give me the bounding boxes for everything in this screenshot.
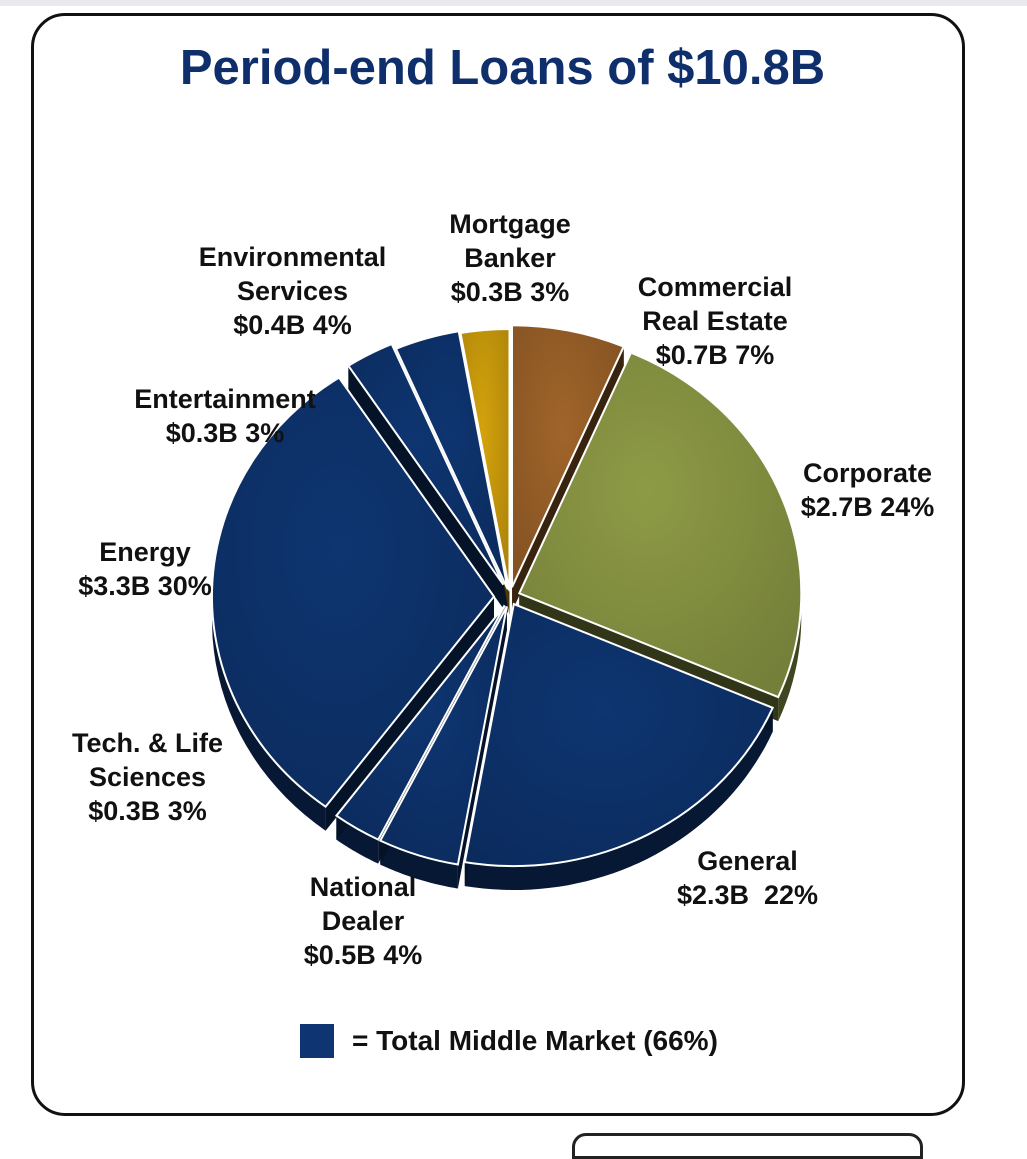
slice-tech-life-sciences bbox=[334, 604, 506, 841]
top-rule bbox=[0, 0, 1027, 6]
label-commercial-real-estate-line-1: Real Estate bbox=[642, 306, 788, 336]
label-commercial-real-estate-line-2: $0.7B 7% bbox=[655, 340, 775, 370]
slice-wall-end-commercial-real-estate bbox=[512, 346, 624, 612]
label-commercial-real-estate-line-0: Commercial bbox=[637, 272, 793, 302]
slice-corporate bbox=[517, 351, 803, 699]
legend-swatch bbox=[300, 1024, 334, 1058]
label-mortgage-banker-line-2: $0.3B 3% bbox=[450, 277, 570, 307]
label-tech-life-sciences: Tech. & Life Sciences $0.3B 3% bbox=[40, 726, 255, 828]
slice-wall-start-energy bbox=[325, 596, 495, 831]
slice-national-dealer bbox=[378, 606, 508, 866]
label-mortgage-banker-line-1: Banker bbox=[464, 243, 556, 273]
label-entertainment-line-1: $0.3B 3% bbox=[165, 418, 285, 448]
label-general: General $2.3B 22% bbox=[660, 844, 835, 912]
bottom-tab bbox=[572, 1133, 923, 1159]
slice-energy bbox=[210, 376, 496, 809]
label-energy-line-1: $3.3B 30% bbox=[78, 571, 212, 601]
label-tech-life-sciences-line-2: $0.3B 3% bbox=[88, 796, 207, 826]
legend-text: = Total Middle Market (66%) bbox=[352, 1025, 718, 1056]
label-entertainment: Entertainment $0.3B 3% bbox=[110, 382, 340, 450]
slice-entertainment bbox=[346, 342, 505, 586]
slice-side-national-dealer bbox=[380, 840, 458, 889]
slice-wall-start-national-dealer bbox=[457, 606, 507, 889]
label-general-line-1: $2.3B 22% bbox=[676, 880, 819, 910]
label-environmental-services-line-1: Services bbox=[236, 276, 349, 306]
slice-mortgage-banker bbox=[459, 327, 511, 592]
slice-commercial-real-estate bbox=[510, 324, 626, 588]
label-national-dealer-line-0: National bbox=[309, 872, 417, 902]
label-national-dealer-line-1: Dealer bbox=[321, 906, 405, 936]
slice-side-general bbox=[464, 707, 773, 890]
label-energy-line-0: Energy bbox=[99, 537, 191, 567]
label-tech-life-sciences-line-0: Tech. & Life bbox=[71, 728, 224, 758]
label-corporate-line-1: $2.7B 24% bbox=[800, 492, 935, 522]
label-national-dealer: National Dealer $0.5B 4% bbox=[268, 870, 458, 972]
label-mortgage-banker: Mortgage Banker $0.3B 3% bbox=[420, 207, 600, 309]
label-corporate: Corporate $2.7B 24% bbox=[780, 456, 955, 524]
label-environmental-services-line-0: Environmental bbox=[198, 242, 387, 272]
label-environmental-services-line-2: $0.4B 4% bbox=[233, 310, 352, 340]
label-general-line-0: General bbox=[697, 846, 798, 876]
label-environmental-services: Environmental Services $0.4B 4% bbox=[170, 240, 415, 342]
slice-side-tech-life-sciences bbox=[336, 815, 379, 864]
label-energy: Energy $3.3B 30% bbox=[50, 535, 240, 603]
label-corporate-line-0: Corporate bbox=[802, 458, 932, 488]
slice-general bbox=[463, 602, 775, 868]
chart-title: Period-end Loans of $10.8B bbox=[179, 41, 826, 95]
label-national-dealer-line-2: $0.5B 4% bbox=[303, 940, 423, 970]
pie-top-faces bbox=[210, 324, 803, 868]
label-entertainment-line-0: Entertainment bbox=[134, 384, 316, 414]
slice-wall-start-entertainment bbox=[348, 365, 504, 609]
label-mortgage-banker-line-0: Mortgage bbox=[449, 209, 571, 239]
slice-environmental-services bbox=[394, 330, 509, 590]
label-commercial-real-estate: Commercial Real Estate $0.7B 7% bbox=[610, 270, 820, 372]
label-tech-life-sciences-line-1: Sciences bbox=[88, 762, 207, 792]
